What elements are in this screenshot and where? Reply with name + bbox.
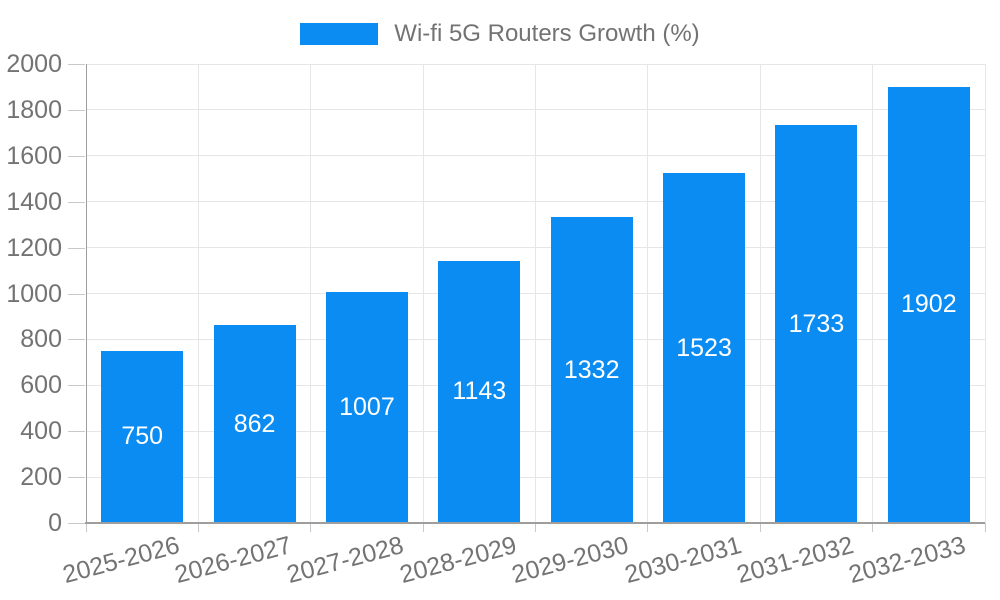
x-tick-label: 2029-2030 (508, 531, 632, 590)
gridline-vertical (647, 64, 649, 523)
gridline-vertical (872, 64, 874, 523)
x-axis-line (85, 522, 985, 524)
x-tick-mark (647, 523, 649, 532)
gridline-vertical (310, 64, 312, 523)
y-tick-label: 1600 (6, 141, 62, 170)
y-tick-label: 600 (20, 371, 62, 400)
bar: 750 (101, 350, 184, 523)
bar: 1733 (775, 125, 858, 523)
y-tick-mark (68, 247, 85, 249)
x-tick-mark (310, 523, 312, 532)
y-tick-label: 1800 (6, 95, 62, 124)
bar: 1007 (325, 291, 408, 523)
x-tick-label: 2031-2032 (733, 531, 857, 590)
bar-value-label: 1332 (563, 355, 620, 384)
bar: 862 (213, 325, 296, 523)
x-tick-mark (872, 523, 874, 532)
bar-value-label: 750 (121, 422, 164, 451)
x-tick-mark (984, 523, 986, 532)
x-tick-label: 2025-2026 (59, 531, 183, 590)
x-tick-label: 2032-2033 (846, 531, 969, 590)
y-tick-label: 800 (20, 325, 62, 354)
y-tick-mark (68, 431, 85, 433)
y-tick-mark (68, 339, 85, 341)
bar-value-label: 1523 (676, 333, 732, 362)
y-tick-label: 1400 (6, 187, 62, 216)
y-tick-mark (68, 64, 85, 65)
y-tick-label: 0 (48, 509, 62, 537)
y-tick-mark (68, 109, 85, 111)
y-tick-label: 2000 (6, 50, 62, 78)
x-tick-label: 2030-2031 (621, 531, 745, 590)
y-tick-mark (68, 155, 85, 157)
gridline-vertical (535, 64, 536, 523)
bar: 1332 (550, 217, 633, 523)
y-tick-mark (68, 385, 85, 387)
x-tick-label: 2027-2028 (284, 531, 407, 590)
y-tick-mark (68, 293, 85, 295)
y-tick-label: 200 (20, 463, 62, 492)
x-tick-label: 2028-2029 (396, 531, 520, 590)
x-tick-mark (759, 523, 761, 532)
gridline-vertical (422, 64, 424, 523)
gridline-vertical (197, 64, 199, 523)
y-axis-line (86, 64, 87, 523)
y-tick-label: 400 (20, 417, 62, 446)
gridline-vertical (759, 64, 761, 523)
x-tick-mark (85, 523, 87, 532)
x-tick-mark (422, 523, 424, 532)
gridline-vertical (984, 64, 986, 523)
y-tick-mark (68, 477, 85, 479)
legend-swatch-icon (300, 23, 379, 45)
x-tick-label: 2026-2027 (171, 531, 295, 590)
x-tick-mark (197, 523, 199, 532)
y-tick-label: 1200 (6, 233, 62, 262)
y-tick-mark (68, 523, 85, 524)
bar: 1523 (663, 173, 746, 523)
legend-label: Wi-fi 5G Routers Growth (%) (394, 20, 700, 47)
bar-value-label: 1007 (339, 392, 395, 421)
legend: Wi-fi 5G Routers Growth (%) (0, 20, 1000, 48)
bar-value-label: 1902 (901, 290, 957, 319)
legend-item[interactable]: Wi-fi 5G Routers Growth (%) (300, 20, 700, 48)
x-tick-mark (535, 523, 536, 532)
bar-value-label: 1733 (788, 309, 845, 338)
bar-value-label: 862 (233, 409, 276, 438)
y-tick-mark (68, 201, 85, 203)
bar: 1143 (438, 260, 521, 523)
bar: 1902 (887, 86, 970, 523)
bar-value-label: 1143 (452, 377, 507, 406)
plot-area: 0 200 400 600 800 1000 1200 1400 1600 1800 2000 750… (6, 50, 986, 589)
y-tick-label: 1000 (6, 279, 62, 308)
